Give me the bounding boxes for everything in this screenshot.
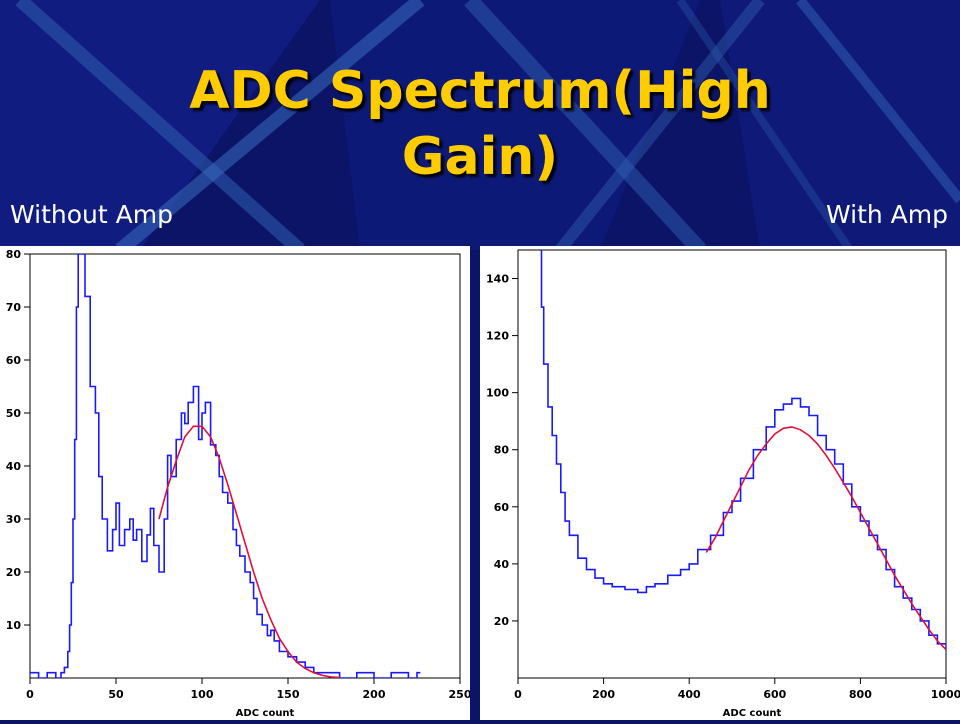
right-chart-panel: 0 200 400 600 800 1000 20 40 60 80 100 120 140 ADC co… (480, 246, 960, 720)
slide-title-line2: Gain) (401, 127, 559, 187)
slide-title: ADC Spectrum(High Gain) (0, 58, 960, 190)
histogram-series (539, 250, 946, 651)
y-tick-label: 100 (486, 387, 509, 400)
x-tick-label: 800 (849, 688, 872, 701)
x-tick-label: 250 (449, 688, 470, 701)
y-tick-label: 30 (6, 513, 22, 526)
y-tick-label: 70 (6, 301, 22, 314)
x-axis-label: ADC count (723, 708, 782, 719)
right-adc-histogram: 0 200 400 600 800 1000 20 40 60 80 100 120 140 ADC co… (486, 249, 960, 719)
x-axis-label: ADC count (236, 708, 295, 719)
y-tick-label: 140 (486, 273, 509, 286)
histogram-series (30, 254, 421, 678)
x-tick-label: 200 (363, 688, 386, 701)
y-tick-label: 60 (494, 501, 510, 514)
right-caption: With Amp (825, 200, 948, 229)
left-adc-histogram: 0 50 100 150 200 250 10 20 30 40 50 60 70 80 ADC count (6, 248, 472, 719)
y-tick-label: 80 (6, 248, 22, 261)
y-tick-label: 40 (494, 558, 510, 571)
y-tick-label: 20 (494, 615, 510, 628)
y-tick-label: 60 (6, 354, 22, 367)
plot-frame (517, 249, 947, 679)
x-tick-label: 100 (191, 688, 214, 701)
y-tick-label: 40 (6, 460, 22, 473)
x-tick-label: 600 (763, 688, 786, 701)
left-caption: Without Amp (10, 200, 173, 229)
x-tick-label: 200 (592, 688, 615, 701)
y-tick-label: 120 (486, 330, 509, 343)
x-tick-label: 0 (514, 688, 522, 701)
slide-title-line1: ADC Spectrum(High (189, 61, 771, 121)
fit-curve (158, 425, 340, 678)
x-tick-label: 150 (277, 688, 300, 701)
x-tick-label: 1000 (931, 688, 960, 701)
fit-curve (705, 426, 946, 651)
y-tick-label: 10 (6, 619, 22, 632)
y-tick-label: 50 (6, 407, 22, 420)
left-chart-panel: 0 50 100 150 200 250 10 20 30 40 50 60 70 80 ADC count (0, 246, 472, 720)
x-tick-label: 400 (678, 688, 701, 701)
x-tick-label: 50 (108, 688, 124, 701)
y-tick-label: 80 (494, 444, 510, 457)
plot-frame (29, 253, 461, 679)
x-tick-label: 0 (26, 688, 34, 701)
y-tick-label: 20 (6, 566, 22, 579)
